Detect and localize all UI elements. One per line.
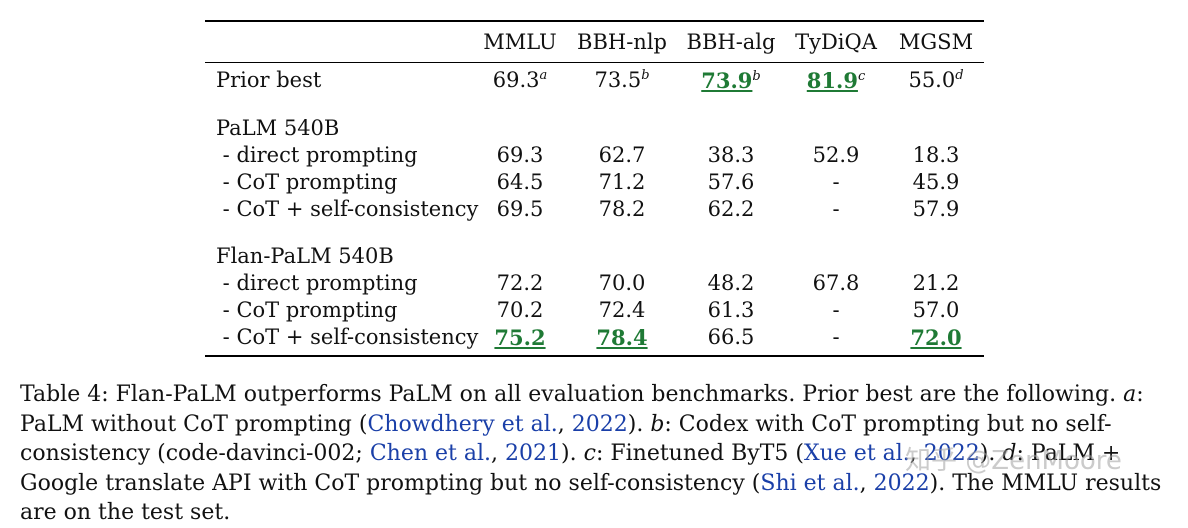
watermark: 知乎 @ZenMoore [905, 446, 1122, 476]
table-cell: - [832, 298, 840, 322]
row-label-prior-best: Prior best [216, 68, 322, 92]
col-header-bbh-nlp: BBH-nlp [577, 30, 667, 54]
table-cell: 71.2 [598, 170, 646, 194]
table-cell: 78.2 [598, 197, 646, 221]
table-cell: 52.9 [812, 143, 860, 167]
table-row-label: - direct prompting [216, 271, 418, 295]
citation-year-link[interactable]: 2022 [873, 470, 930, 496]
table-caption: Table 4: Flan-PaLM outperforms PaLM on a… [20, 382, 1162, 525]
table-cell: 57.9 [912, 197, 960, 221]
table-cell: - [832, 197, 840, 221]
table-top-rule [205, 20, 984, 22]
table-cell: 48.2 [707, 271, 755, 295]
table-cell: 70.0 [598, 271, 646, 295]
table-cell: 72.2 [496, 271, 544, 295]
citation-link[interactable]: Xue et al. [803, 441, 910, 466]
table-cell: 57.0 [912, 298, 960, 322]
table-cell: 69.5 [496, 197, 544, 221]
table-row-label: - CoT prompting [216, 298, 398, 322]
table-cell: 67.8 [812, 271, 860, 295]
table-cell-best: 75.2 [494, 325, 546, 350]
table-header-rule [205, 62, 984, 63]
citation-link[interactable]: Chowdhery et al. [367, 411, 558, 437]
prior-best-bbh-alg: 73.9b [701, 68, 761, 93]
table-cell: 66.5 [707, 325, 755, 349]
table-cell: 57.6 [707, 170, 755, 194]
table-cell: 21.2 [912, 271, 960, 295]
table-bottom-rule [205, 355, 984, 357]
col-header-tydiqa: TyDiQA [795, 30, 877, 54]
citation-year-link[interactable]: 2022 [923, 441, 980, 466]
table-cell: 72.4 [598, 298, 646, 322]
col-header-bbh-alg: BBH-alg [686, 30, 776, 54]
table-cell-best: 78.4 [596, 325, 648, 350]
table-row-label: - CoT + self-consistency [216, 197, 479, 221]
table-cell: 62.7 [598, 143, 646, 167]
citation-link[interactable]: Shi et al. [760, 470, 860, 496]
prior-best-bbh-nlp: 73.5b [594, 68, 650, 92]
table-cell: 38.3 [707, 143, 755, 167]
table-cell: 62.2 [707, 197, 755, 221]
table-cell: 70.2 [496, 298, 544, 322]
prior-best-mmlu: 69.3a [492, 68, 548, 92]
table-cell: - [832, 170, 840, 194]
table-cell: - [832, 325, 840, 349]
table-row-label: - CoT + self-consistency [216, 325, 479, 349]
citation-year-link[interactable]: 2021 [505, 441, 562, 466]
col-header-mgsm: MGSM [898, 30, 974, 54]
group-title-flan-palm: Flan-PaLM 540B [216, 244, 394, 268]
citation-link[interactable]: Chen et al. [369, 441, 492, 466]
table-cell-best: 72.0 [910, 325, 962, 350]
table-row-label: - direct prompting [216, 143, 418, 167]
table-cell: 64.5 [496, 170, 544, 194]
citation-year-link[interactable]: 2022 [571, 411, 628, 437]
table-cell: 45.9 [912, 170, 960, 194]
table-cell: 69.3 [496, 143, 544, 167]
table-row-label: - CoT prompting [216, 170, 398, 194]
prior-best-tydiqa: 81.9c [806, 68, 866, 93]
group-title-palm: PaLM 540B [216, 116, 340, 140]
table-cell: 61.3 [707, 298, 755, 322]
table-cell: 18.3 [912, 143, 960, 167]
col-header-mmlu: MMLU [483, 30, 557, 54]
prior-best-mgsm: 55.0d [908, 68, 964, 92]
